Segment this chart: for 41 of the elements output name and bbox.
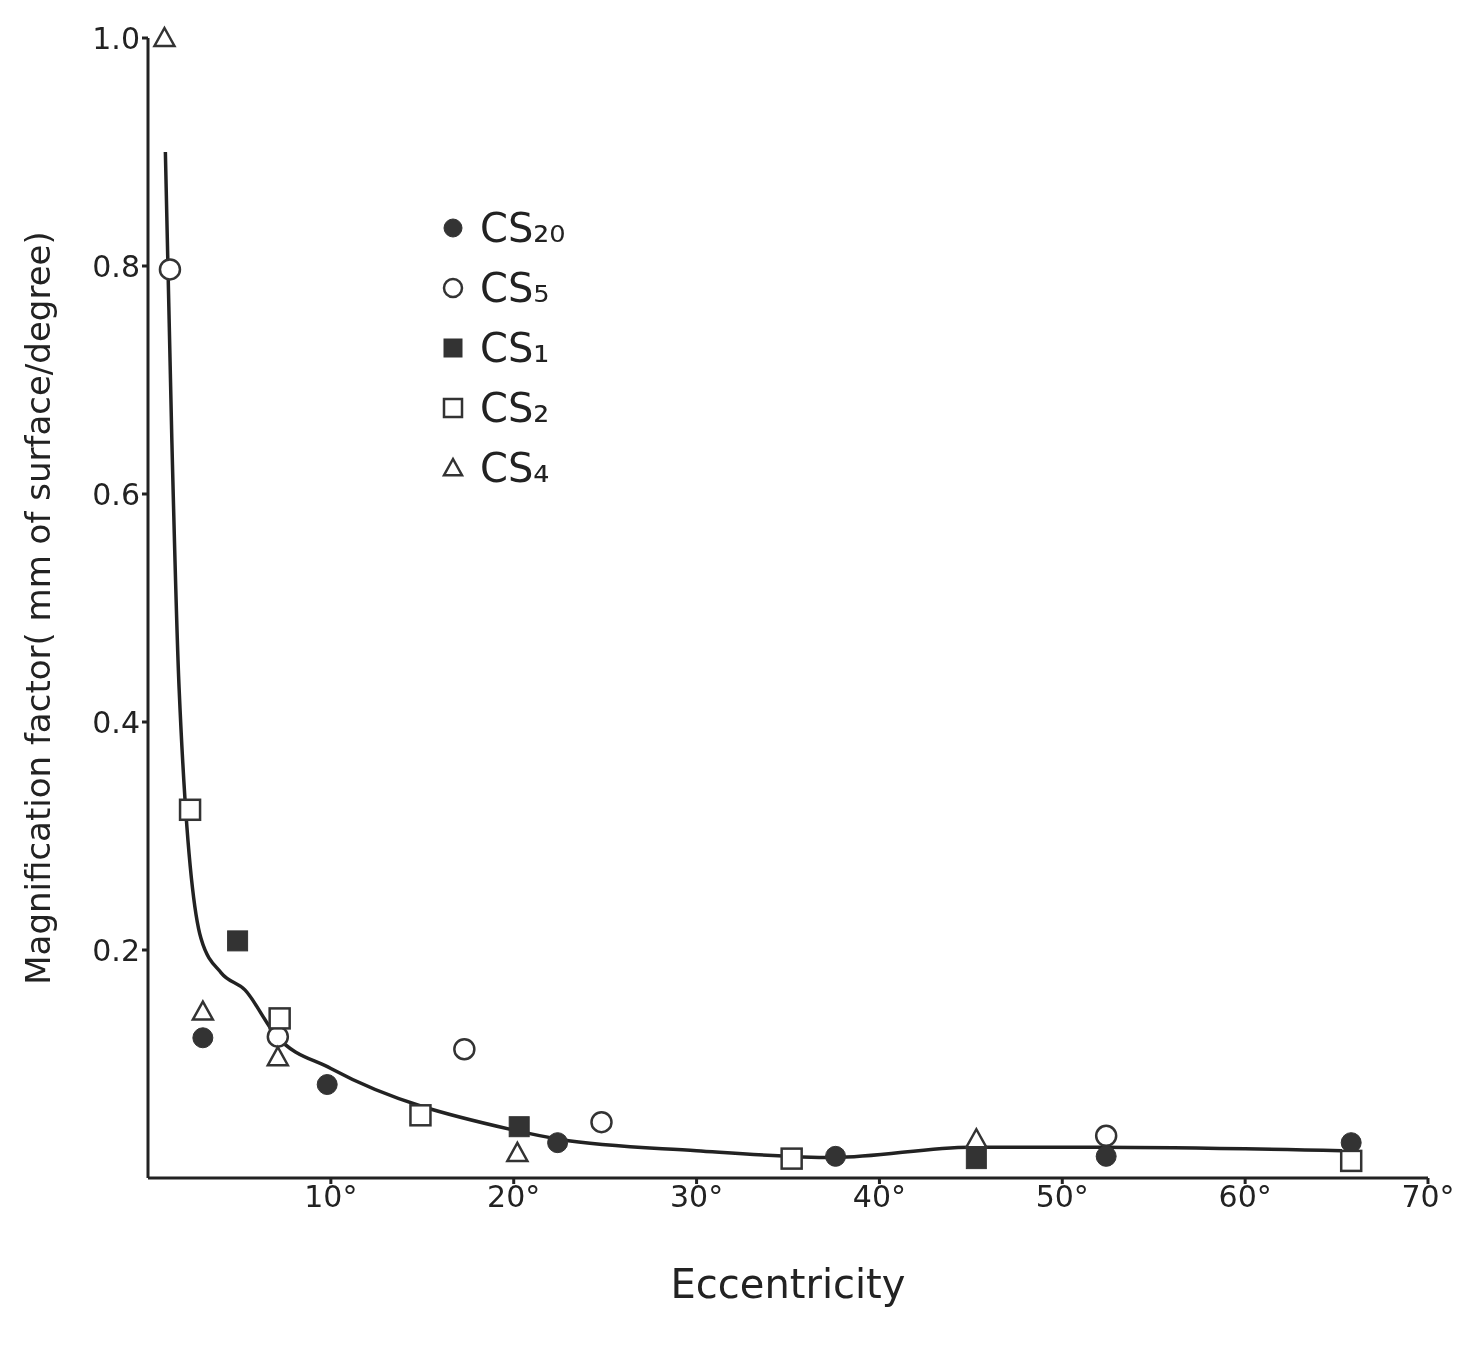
point <box>780 1147 803 1170</box>
point <box>158 258 182 281</box>
point <box>268 1007 291 1030</box>
legend-label: CS₅ <box>480 265 550 311</box>
y-tick-label: 1.0 <box>92 20 140 56</box>
point <box>192 1027 214 1049</box>
point <box>227 930 249 952</box>
legend-label: CS₂₀ <box>480 205 566 251</box>
point <box>825 1145 847 1167</box>
point <box>316 1074 338 1096</box>
point <box>965 1127 988 1149</box>
point <box>191 1000 215 1021</box>
legend-label: CS₄ <box>480 445 550 491</box>
point <box>1095 1145 1117 1167</box>
point <box>1094 1124 1118 1148</box>
y-tick-label: 0.2 <box>92 932 140 968</box>
x-tick-label: 60° <box>1218 1179 1272 1215</box>
x-tick-label: 70° <box>1401 1179 1455 1215</box>
x-tick-label: 10° <box>304 1179 358 1215</box>
y-axis-title: Magnification factor( mm of surface/degree) <box>18 231 59 985</box>
point <box>508 1116 530 1138</box>
y-tick-label: 0.8 <box>92 248 140 284</box>
y-tick-label: 0.6 <box>92 476 140 512</box>
point <box>965 1148 987 1170</box>
x-tick-label: 20° <box>487 1179 541 1215</box>
point <box>1339 1149 1363 1173</box>
y-tick-label: 0.4 <box>92 704 140 740</box>
point <box>547 1132 569 1154</box>
x-tick-label: 30° <box>669 1179 724 1215</box>
point <box>266 1045 290 1067</box>
point <box>506 1141 529 1163</box>
point <box>178 798 202 822</box>
point <box>409 1104 432 1127</box>
point <box>153 26 176 48</box>
x-tick-label: 50° <box>1035 1179 1089 1215</box>
point <box>590 1110 613 1134</box>
legend-label: CS₁ <box>480 325 550 371</box>
x-axis-title: Eccentricity <box>670 1261 906 1307</box>
legend-label: CS₂ <box>480 385 550 431</box>
point <box>453 1037 476 1061</box>
x-tick-label: 40° <box>852 1179 907 1215</box>
